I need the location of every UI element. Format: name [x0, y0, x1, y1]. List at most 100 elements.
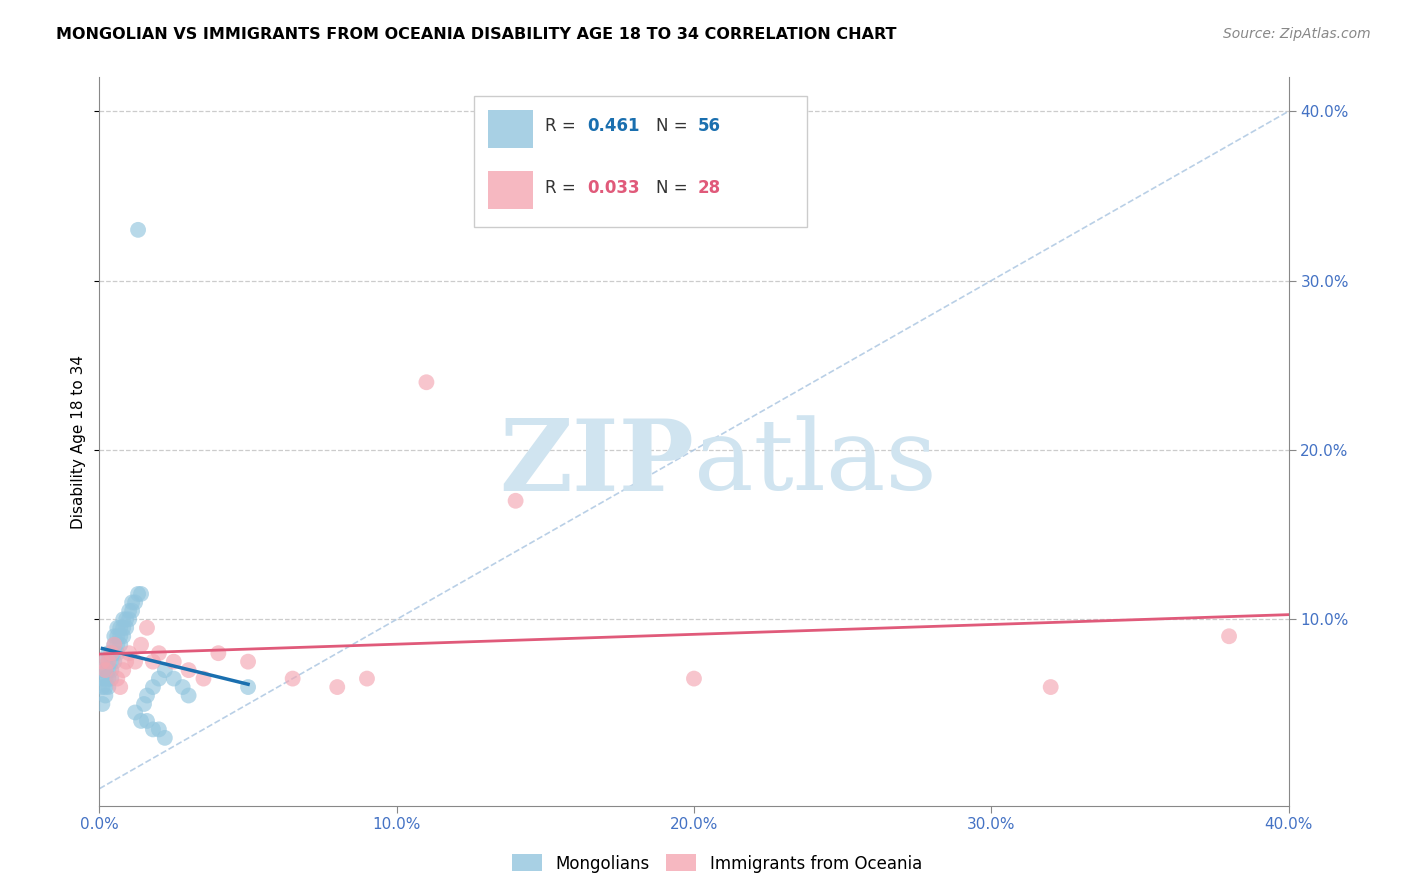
- Point: [127, 223, 149, 237]
- Text: 28: 28: [697, 179, 721, 197]
- Point: [103, 629, 125, 643]
- Point: [97, 655, 120, 669]
- Point: [94, 689, 117, 703]
- Y-axis label: Disability Age 18 to 34: Disability Age 18 to 34: [72, 354, 86, 529]
- Point: [127, 587, 149, 601]
- Point: [415, 376, 437, 390]
- Point: [115, 655, 138, 669]
- Point: [105, 629, 128, 643]
- Point: [97, 680, 120, 694]
- Point: [148, 723, 170, 737]
- Point: [91, 697, 114, 711]
- Point: [136, 689, 159, 703]
- Point: [118, 612, 141, 626]
- Text: R =: R =: [546, 117, 581, 136]
- FancyBboxPatch shape: [488, 111, 533, 148]
- Point: [97, 655, 120, 669]
- Point: [326, 680, 349, 694]
- Point: [100, 646, 122, 660]
- Point: [129, 587, 152, 601]
- Point: [103, 638, 125, 652]
- Point: [103, 638, 125, 652]
- Point: [129, 638, 152, 652]
- Point: [97, 672, 120, 686]
- Text: MONGOLIAN VS IMMIGRANTS FROM OCEANIA DISABILITY AGE 18 TO 34 CORRELATION CHART: MONGOLIAN VS IMMIGRANTS FROM OCEANIA DIS…: [56, 27, 897, 42]
- FancyBboxPatch shape: [474, 95, 807, 227]
- Point: [124, 655, 146, 669]
- Point: [112, 663, 135, 677]
- Text: R =: R =: [546, 179, 581, 197]
- Point: [94, 680, 117, 694]
- Point: [94, 663, 117, 677]
- Legend: Mongolians, Immigrants from Oceania: Mongolians, Immigrants from Oceania: [506, 847, 928, 880]
- Point: [236, 680, 259, 694]
- Point: [118, 646, 141, 660]
- Text: 0.461: 0.461: [586, 117, 640, 136]
- Point: [124, 706, 146, 720]
- Point: [236, 655, 259, 669]
- Point: [193, 672, 215, 686]
- Point: [118, 604, 141, 618]
- Point: [177, 663, 200, 677]
- Point: [91, 680, 114, 694]
- Text: Source: ZipAtlas.com: Source: ZipAtlas.com: [1223, 27, 1371, 41]
- Text: N =: N =: [657, 117, 693, 136]
- Point: [356, 672, 378, 686]
- Point: [142, 723, 165, 737]
- Point: [112, 629, 135, 643]
- Point: [100, 655, 122, 669]
- Point: [100, 663, 122, 677]
- Point: [110, 638, 132, 652]
- Point: [91, 663, 114, 677]
- Point: [110, 680, 132, 694]
- Point: [115, 612, 138, 626]
- Point: [281, 672, 304, 686]
- Point: [91, 672, 114, 686]
- Point: [105, 672, 128, 686]
- Point: [148, 646, 170, 660]
- Point: [163, 672, 186, 686]
- Point: [172, 680, 194, 694]
- Point: [153, 663, 176, 677]
- Text: 56: 56: [697, 117, 720, 136]
- Point: [100, 672, 122, 686]
- Point: [97, 663, 120, 677]
- FancyBboxPatch shape: [488, 170, 533, 209]
- Point: [91, 655, 114, 669]
- Text: atlas: atlas: [695, 416, 936, 511]
- Point: [136, 714, 159, 728]
- Point: [105, 646, 128, 660]
- Point: [153, 731, 176, 745]
- Point: [115, 621, 138, 635]
- Text: ZIP: ZIP: [499, 415, 695, 512]
- Point: [177, 689, 200, 703]
- Point: [207, 646, 229, 660]
- Point: [112, 621, 135, 635]
- Point: [1039, 680, 1062, 694]
- Point: [683, 672, 706, 686]
- Point: [103, 655, 125, 669]
- Point: [148, 672, 170, 686]
- Point: [94, 655, 117, 669]
- Text: 0.033: 0.033: [586, 179, 640, 197]
- Point: [94, 663, 117, 677]
- Point: [124, 595, 146, 609]
- Text: N =: N =: [657, 179, 693, 197]
- Point: [112, 612, 135, 626]
- Point: [136, 621, 159, 635]
- Point: [1218, 629, 1240, 643]
- Point: [103, 646, 125, 660]
- Point: [97, 646, 120, 660]
- Point: [105, 638, 128, 652]
- Point: [142, 655, 165, 669]
- Point: [110, 621, 132, 635]
- Point: [132, 697, 155, 711]
- Point: [505, 493, 527, 508]
- Point: [163, 655, 186, 669]
- Point: [100, 646, 122, 660]
- Point: [129, 714, 152, 728]
- Point: [142, 680, 165, 694]
- Point: [110, 629, 132, 643]
- Point: [121, 604, 143, 618]
- Point: [94, 672, 117, 686]
